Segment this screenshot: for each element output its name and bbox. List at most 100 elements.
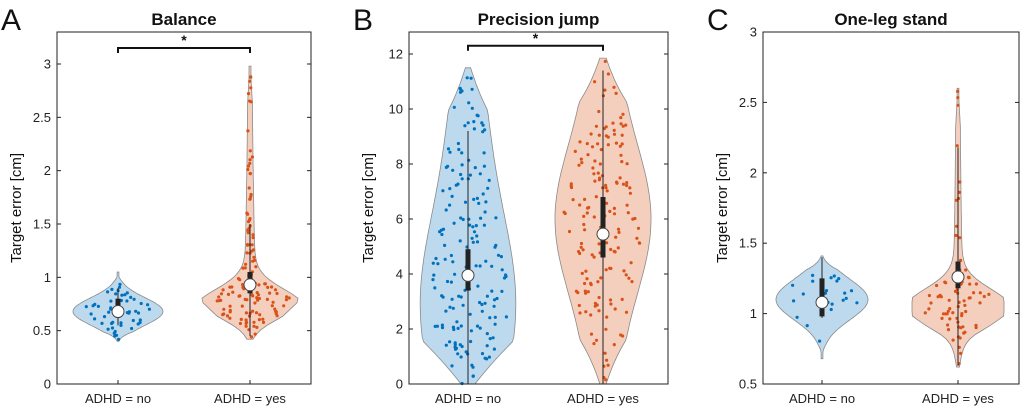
data-point [584,310,588,314]
data-point [255,296,259,300]
data-point [106,290,110,294]
data-point [93,317,97,321]
data-point [448,187,452,191]
data-point [452,105,456,109]
data-point [467,101,471,105]
x-tick-label: ADHD = yes [214,391,286,406]
data-point [604,327,608,331]
data-point [240,304,244,308]
data-point [261,317,265,321]
data-point [441,189,445,193]
data-point [456,141,460,146]
data-point [238,321,242,326]
median-marker-no [111,304,125,318]
data-point [460,163,464,167]
data-point [589,283,593,287]
data-point [441,295,445,299]
data-point [636,226,641,230]
data-point [594,195,598,199]
data-point [119,298,123,303]
data-point [245,251,249,255]
data-point [457,147,461,152]
data-point [461,217,465,222]
data-point [455,320,459,324]
data-point [959,351,963,355]
panel-c: ADHD = no ADHD = yes 0.5 1 1.5 2 2.5 3 Target er… [707,4,1020,406]
x-tick-label: ADHD = no [789,391,855,406]
data-point [215,299,219,303]
data-point [486,186,490,190]
data-point [482,223,486,227]
y-tick-label: 6 [396,212,403,227]
data-point [485,344,489,348]
data-point [248,158,252,162]
data-point [479,216,483,220]
data-point [962,331,966,335]
data-point [987,292,991,296]
data-point [603,88,607,92]
data-point [228,316,232,320]
data-point [791,283,795,287]
y-tick-label: 0 [396,377,403,392]
data-point [265,297,269,301]
data-point [596,280,600,284]
panel-letter: B [353,4,373,37]
significance-bracket [467,44,604,51]
data-point [628,191,633,195]
data-point [107,310,111,314]
data-point [239,317,243,321]
data-point [456,326,460,330]
data-point [972,291,976,295]
data-point [606,135,610,139]
data-point [599,276,603,280]
data-point [635,236,639,240]
data-point [471,374,475,378]
data-point [580,271,584,275]
data-point [622,269,626,273]
data-point [615,181,619,185]
data-point [228,285,232,289]
data-point [801,292,805,296]
data-point [841,298,845,302]
data-point [585,211,589,215]
data-point [567,229,572,234]
data-point [452,327,456,332]
data-point [499,255,503,259]
data-point [480,302,484,307]
data-point [451,306,455,310]
data-point [943,280,947,284]
data-point [484,259,488,263]
data-point [251,294,255,298]
data-point [475,234,479,238]
data-point [929,301,933,305]
data-point [582,222,586,227]
data-point [257,318,261,322]
data-point [219,292,224,296]
data-point [458,343,462,347]
data-point [266,285,270,289]
data-point [258,313,262,317]
data-point [490,264,494,268]
data-point [433,286,437,290]
data-point [624,273,628,277]
data-point [446,147,451,151]
data-point [608,266,612,270]
data-point [844,296,848,300]
data-point [93,302,97,306]
data-point [248,197,252,201]
data-point [275,314,279,318]
data-point [261,320,266,324]
data-point [248,79,252,83]
data-point [603,351,607,355]
data-point [256,293,260,297]
data-point [955,224,959,228]
data-point [581,248,585,252]
data-point [583,228,587,232]
data-point [129,295,133,299]
data-point [475,196,479,200]
data-point [444,343,448,347]
data-point [621,182,626,186]
data-point [811,279,815,283]
data-point [256,298,260,302]
y-axis-label: Target error [cm] [360,153,377,263]
